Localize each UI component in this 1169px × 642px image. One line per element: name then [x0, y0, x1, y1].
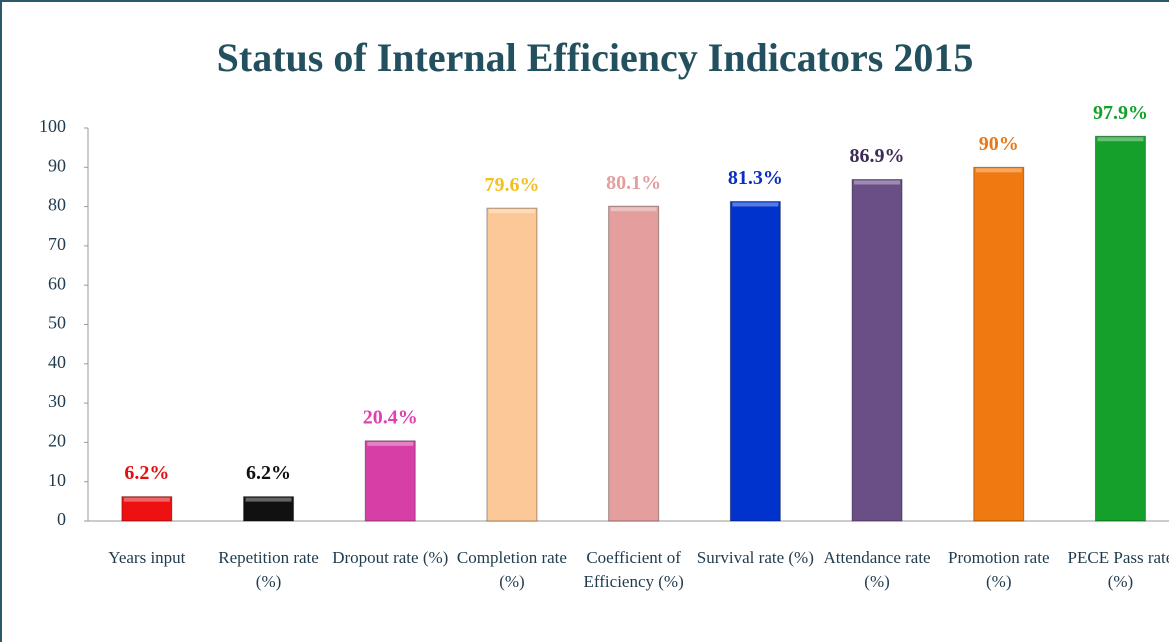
- value-label: 86.9%: [850, 145, 905, 167]
- value-label: 81.3%: [728, 167, 783, 189]
- value-label: 6.2%: [246, 462, 291, 484]
- value-label: 20.4%: [363, 406, 418, 428]
- value-label: 90%: [979, 133, 1019, 155]
- bar: [121, 496, 173, 522]
- bar-highlight: [367, 441, 414, 446]
- x-tick-label: Years input: [108, 548, 186, 567]
- bar-highlight: [123, 497, 170, 502]
- bar: [243, 496, 295, 522]
- y-tick-label: 30: [48, 391, 66, 411]
- y-tick-label: 40: [48, 352, 66, 372]
- y-tick-label: 100: [39, 116, 66, 136]
- bar-highlight: [1097, 137, 1144, 142]
- y-tick-label: 70: [48, 234, 66, 254]
- bar: [364, 440, 416, 522]
- x-tick-label: Promotion rate (%): [947, 548, 1050, 591]
- x-tick-label: Survival rate (%): [696, 548, 814, 567]
- chart-title: Status of Internal Efficiency Indicators…: [217, 35, 974, 80]
- y-tick-label: 60: [48, 273, 66, 293]
- value-label: 79.6%: [484, 174, 539, 196]
- bar: [973, 166, 1025, 522]
- x-tick-label: Dropout rate (%): [332, 548, 449, 567]
- value-label: 80.1%: [606, 172, 661, 194]
- bar: [486, 207, 538, 522]
- bar-highlight: [245, 497, 292, 502]
- value-label: 6.2%: [124, 462, 169, 484]
- y-tick-label: 90: [48, 155, 66, 175]
- x-tick-label: Completion rate (%): [456, 548, 567, 591]
- x-tick-label: PECE Pass rate (%): [1067, 548, 1169, 591]
- bar-highlight: [975, 168, 1022, 173]
- bar-highlight: [854, 180, 901, 185]
- y-tick-label: 10: [48, 470, 66, 490]
- value-label: 97.9%: [1093, 102, 1148, 124]
- x-tick-label: Coefficient of Efficiency (%): [583, 548, 684, 591]
- y-tick-label: 80: [48, 195, 66, 215]
- bar: [851, 178, 903, 522]
- bar-highlight: [610, 207, 657, 212]
- bar: [1094, 135, 1146, 522]
- bar: [608, 205, 660, 522]
- bar: [729, 200, 781, 522]
- bar-highlight: [488, 209, 535, 214]
- y-tick-label: 20: [48, 431, 66, 451]
- bar-highlight: [732, 202, 779, 207]
- y-tick-label: 0: [57, 509, 66, 529]
- y-tick-label: 50: [48, 313, 66, 333]
- x-tick-label: Attendance rate (%): [823, 548, 931, 591]
- x-tick-label: Repetition rate (%): [218, 548, 319, 591]
